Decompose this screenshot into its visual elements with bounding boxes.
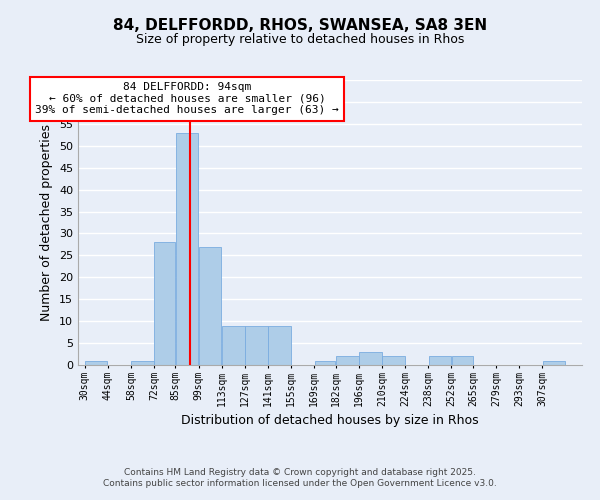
Bar [176, 132, 198, 365]
Bar [268, 326, 291, 365]
Y-axis label: Number of detached properties: Number of detached properties [40, 124, 53, 321]
Bar [199, 246, 221, 365]
Text: Contains HM Land Registry data © Crown copyright and database right 2025.
Contai: Contains HM Land Registry data © Crown c… [103, 468, 497, 487]
Bar [131, 360, 154, 365]
Bar [336, 356, 359, 365]
X-axis label: Distribution of detached houses by size in Rhos: Distribution of detached houses by size … [181, 414, 479, 427]
Bar [542, 360, 565, 365]
Bar [428, 356, 451, 365]
Bar [314, 360, 335, 365]
Text: Size of property relative to detached houses in Rhos: Size of property relative to detached ho… [136, 32, 464, 46]
Bar [359, 352, 382, 365]
Bar [222, 326, 245, 365]
Text: 84, DELFFORDD, RHOS, SWANSEA, SA8 3EN: 84, DELFFORDD, RHOS, SWANSEA, SA8 3EN [113, 18, 487, 32]
Bar [85, 360, 107, 365]
Bar [452, 356, 473, 365]
Text: 84 DELFFORDD: 94sqm
← 60% of detached houses are smaller (96)
39% of semi-detach: 84 DELFFORDD: 94sqm ← 60% of detached ho… [35, 82, 339, 116]
Bar [245, 326, 268, 365]
Bar [382, 356, 405, 365]
Bar [154, 242, 175, 365]
